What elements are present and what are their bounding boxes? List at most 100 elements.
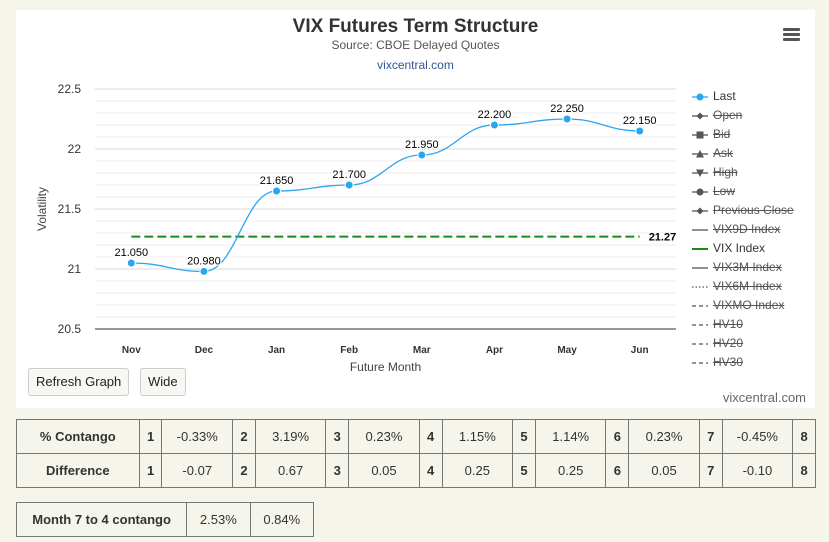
legend-item[interactable]: Open <box>692 105 812 124</box>
contango-table: % Contango 1 -0.33% 2 3.19% 3 0.23% 4 1.15% 5 1.14… <box>16 419 816 488</box>
legend-symbol-icon <box>692 338 708 348</box>
wide-button[interactable]: Wide <box>140 368 186 396</box>
chart-credit[interactable]: vixcentral.com <box>722 390 806 405</box>
legend-symbol-icon <box>692 129 708 139</box>
last-point <box>417 150 427 160</box>
y-tick-label: 22.5 <box>58 82 82 96</box>
legend-symbol-icon <box>692 148 708 158</box>
month-number-cell: 5 <box>512 453 536 488</box>
chart-source-link[interactable]: vixcentral.com <box>377 58 454 72</box>
legend-symbol-icon <box>692 224 708 234</box>
month-number-cell: 5 <box>512 419 536 454</box>
legend-symbol-icon <box>692 281 708 291</box>
legend-symbol-icon <box>692 186 708 196</box>
legend-item[interactable]: Ask <box>692 143 812 162</box>
legend-symbol-icon <box>692 110 708 120</box>
legend-item[interactable]: Previous Close <box>692 200 812 219</box>
x-tick-label: Jun <box>631 345 649 356</box>
table-cell: 0.84% <box>249 502 315 537</box>
table-cell: 0.05 <box>628 453 700 488</box>
x-axis-title: Future Month <box>350 360 421 374</box>
table-cell: 1.14% <box>534 419 607 454</box>
legend-label: Low <box>713 183 736 198</box>
x-tick-label: Nov <box>122 345 141 356</box>
legend-label: HV30 <box>713 354 744 369</box>
x-tick-label: Apr <box>486 345 503 356</box>
legend-item[interactable]: Last <box>692 86 812 105</box>
legend-symbol-icon <box>692 262 708 272</box>
table-cell: 2.53% <box>186 502 251 537</box>
legend-label: Open <box>713 107 743 122</box>
last-point <box>344 180 354 190</box>
legend-item[interactable]: VIX9D Index <box>692 219 812 238</box>
month-number-cell: 7 <box>698 453 723 488</box>
x-tick-label: Mar <box>413 345 431 356</box>
table-row-label: Month 7 to 4 contango <box>15 502 188 537</box>
last-point <box>635 126 645 136</box>
x-tick-label: Feb <box>340 345 358 356</box>
legend-symbol-icon <box>692 167 708 177</box>
month-number-cell: 1 <box>138 453 163 488</box>
table-cell: -0.33% <box>161 419 234 454</box>
table-cell: 0.25 <box>534 453 607 488</box>
legend-item[interactable]: HV10 <box>692 314 812 333</box>
legend-label: HV10 <box>713 316 744 331</box>
legend-symbol-icon <box>692 357 708 367</box>
y-tick-label: 22 <box>68 142 82 156</box>
table-row: % Contango 1 -0.33% 2 3.19% 3 0.23% 4 1.15% 5 1.14… <box>16 419 816 454</box>
table-cell: -0.45% <box>721 419 794 454</box>
table-cell: -0.07 <box>161 453 234 488</box>
x-tick-label: Dec <box>195 345 214 356</box>
data-label: 22.150 <box>623 115 657 127</box>
month-number-cell: 6 <box>605 419 630 454</box>
legend-label: VIX Index <box>713 240 766 255</box>
legend-symbol-icon <box>692 91 708 101</box>
legend-item[interactable]: HV20 <box>692 333 812 352</box>
table-cell: 1.15% <box>441 419 514 454</box>
last-point <box>562 114 572 124</box>
legend-item[interactable]: VIX3M Index <box>692 257 812 276</box>
legend-item[interactable]: VIXMO Index <box>692 295 812 314</box>
chart-subtitle: Source: CBOE Delayed Quotes <box>331 38 500 52</box>
menu-icon[interactable] <box>783 28 800 41</box>
legend-symbol-icon <box>692 205 708 215</box>
month-number-cell: 7 <box>698 419 723 454</box>
table-cell: -0.10 <box>721 453 794 488</box>
chart-title: VIX Futures Term Structure <box>292 16 539 37</box>
line-chart: 20.5 21 21.5 22 22.5 Nov Dec Jan Feb Mar Apr May Jun… <box>35 82 677 374</box>
table-cell: 0.23% <box>348 419 420 454</box>
last-point <box>272 186 282 196</box>
y-tick-label: 20.5 <box>58 322 82 336</box>
month-number-cell: 1 <box>138 419 163 454</box>
month-number-cell: 2 <box>232 453 256 488</box>
legend-label: Previous Close <box>713 202 794 217</box>
chart-panel: VIX Futures Term Structure Source: CBOE … <box>16 10 815 408</box>
month-number-cell: 3 <box>325 419 350 454</box>
legend-item[interactable]: High <box>692 162 812 181</box>
legend-item[interactable]: Low <box>692 181 812 200</box>
refresh-graph-button[interactable]: Refresh Graph <box>28 368 130 396</box>
data-label: 21.700 <box>332 169 366 181</box>
month-number-cell: 2 <box>232 419 256 454</box>
table-cell: 0.23% <box>628 419 700 454</box>
data-label: 22.250 <box>550 103 584 115</box>
legend-symbol-icon <box>692 319 708 329</box>
legend-label: High <box>713 164 738 179</box>
legend-label: Bid <box>713 126 731 141</box>
y-axis-title: Volatility <box>35 187 49 231</box>
last-point <box>489 120 499 130</box>
last-point <box>199 266 209 276</box>
data-label: 20.980 <box>187 255 221 267</box>
vix-index-label: 21.27 <box>649 232 677 244</box>
legend-item[interactable]: VIX6M Index <box>692 276 812 295</box>
legend-label: HV20 <box>713 335 744 350</box>
table-row-label: Difference <box>16 453 140 488</box>
legend-item[interactable]: HV30 <box>692 352 812 371</box>
legend-label: VIXMO Index <box>713 297 785 312</box>
legend-item[interactable]: VIX Index <box>692 238 812 257</box>
month-number-cell: 8 <box>792 419 816 454</box>
x-tick-label: May <box>557 345 577 356</box>
month-number-cell: 6 <box>605 453 630 488</box>
legend-item[interactable]: Bid <box>692 124 812 143</box>
table-cell: 0.67 <box>254 453 327 488</box>
